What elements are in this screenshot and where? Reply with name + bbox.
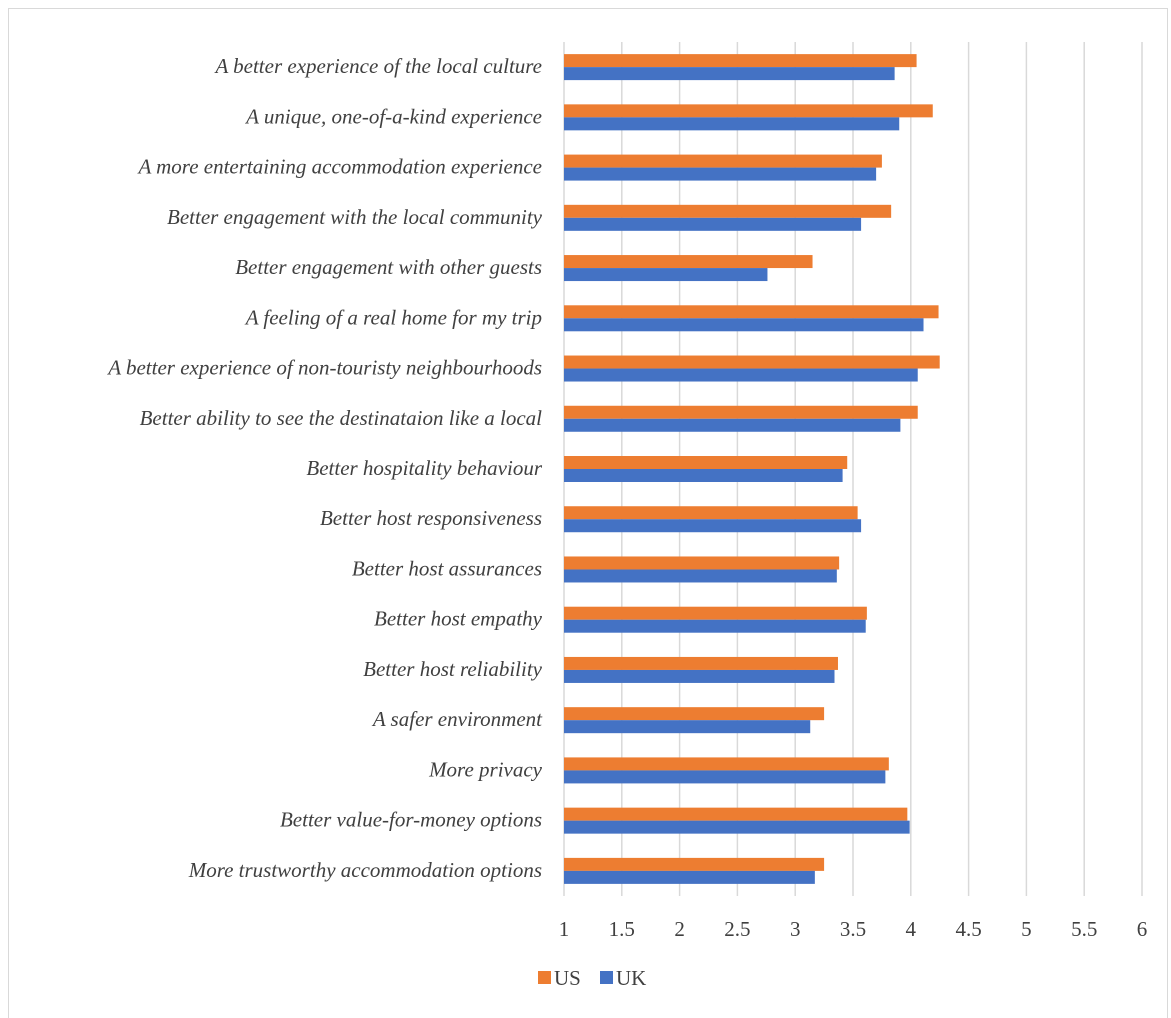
category-label: Better engagement with the local communi… (167, 205, 543, 229)
category-label: Better value-for-money options (280, 808, 542, 832)
bar-us (564, 556, 840, 570)
category-label: A safer environment (371, 707, 543, 731)
bar-uk (564, 720, 811, 734)
bar-us (564, 154, 882, 168)
legend: US UK (538, 966, 646, 990)
legend-label-uk: UK (616, 966, 646, 990)
bars (564, 54, 940, 884)
bar-uk (564, 870, 815, 884)
bar-uk (564, 418, 901, 432)
legend-swatch-us (538, 971, 551, 984)
x-tick-label: 3 (790, 917, 801, 941)
bar-us (564, 757, 889, 771)
x-tick-label: 1.5 (609, 917, 635, 941)
bar-us (564, 204, 892, 218)
category-label: A unique, one-of-a-kind experience (244, 104, 542, 128)
bar-uk (564, 469, 843, 482)
category-labels: A better experience of the local culture… (106, 54, 543, 882)
category-label: A more entertaining accommodation experi… (136, 155, 542, 179)
bar-us (564, 807, 908, 821)
bar-us (564, 707, 825, 721)
bar-uk (564, 318, 924, 332)
x-axis-ticks: 1 1.5 2 2.5 3 3.5 4 4.5 5 5.5 6 (559, 917, 1148, 941)
bar-uk (564, 770, 886, 784)
category-label: Better engagement with other guests (235, 255, 542, 279)
legend-label-us: US (554, 966, 581, 990)
bar-uk (564, 669, 835, 683)
category-label: Better host reliability (363, 657, 543, 681)
bar-uk (564, 117, 900, 131)
bar-us (564, 104, 933, 118)
bar-uk (564, 519, 862, 533)
bar-us (564, 405, 918, 419)
category-label: More privacy (428, 757, 543, 781)
bar-us (564, 456, 848, 469)
bar-us (564, 506, 858, 520)
bar-uk (564, 619, 866, 633)
bar-uk (564, 167, 877, 181)
bar-us (564, 656, 838, 670)
bar-uk (564, 820, 910, 834)
x-tick-label: 2.5 (724, 917, 750, 941)
category-label: Better ability to see the destinataion l… (140, 406, 543, 430)
x-tick-label: 5 (1021, 917, 1032, 941)
category-label: A feeling of a real home for my trip (244, 305, 542, 329)
category-label: A better experience of non-touristy neig… (106, 356, 542, 380)
category-label: More trustworthy accommodation options (188, 858, 542, 882)
bar-us (564, 54, 917, 68)
x-tick-label: 5.5 (1071, 917, 1097, 941)
bar-us (564, 255, 813, 269)
x-tick-label: 1 (559, 917, 570, 941)
category-label: Better hospitality behaviour (306, 456, 542, 480)
bar-uk (564, 268, 768, 282)
category-label: A better experience of the local culture (213, 54, 542, 78)
x-tick-label: 3.5 (840, 917, 866, 941)
bar-us (564, 355, 940, 369)
legend-swatch-uk (600, 971, 613, 984)
x-tick-label: 6 (1137, 917, 1148, 941)
bar-us (564, 305, 939, 319)
bar-us (564, 606, 867, 620)
bar-uk (564, 67, 895, 81)
bar-uk (564, 569, 837, 583)
category-label: Better host responsiveness (320, 506, 542, 530)
x-tick-label: 4.5 (955, 917, 981, 941)
x-tick-label: 4 (906, 917, 917, 941)
bar-us (564, 857, 825, 871)
x-tick-label: 2 (674, 917, 685, 941)
bar-uk (564, 368, 918, 382)
bar-uk (564, 217, 862, 231)
category-label: Better host empathy (374, 607, 543, 631)
category-label: Better host assurances (352, 556, 542, 580)
